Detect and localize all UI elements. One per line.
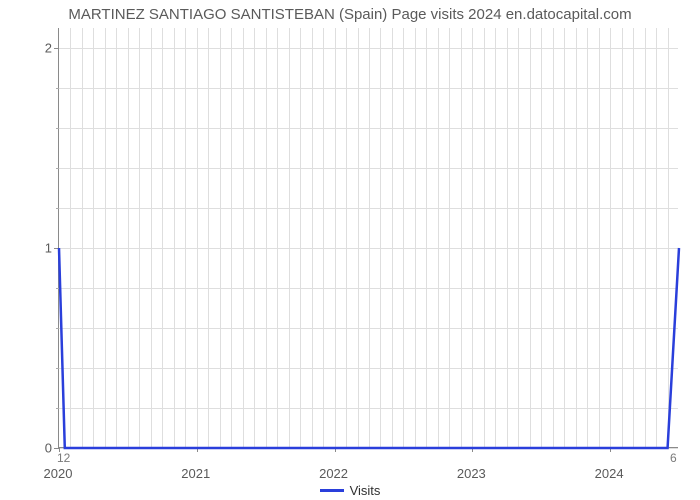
chart-container: MARTINEZ SANTIAGO SANTISTEBAN (Spain) Pa… bbox=[0, 0, 700, 500]
legend-swatch bbox=[320, 489, 344, 492]
xtick-label: 2020 bbox=[44, 466, 73, 481]
xtick-label: 2022 bbox=[319, 466, 348, 481]
plot-area bbox=[58, 28, 678, 448]
legend: Visits bbox=[0, 483, 700, 498]
xtick-label: 2024 bbox=[595, 466, 624, 481]
chart-title: MARTINEZ SANTIAGO SANTISTEBAN (Spain) Pa… bbox=[0, 6, 700, 23]
series-svg bbox=[59, 28, 678, 447]
xtick-label: 2023 bbox=[457, 466, 486, 481]
xtick-label: 2021 bbox=[181, 466, 210, 481]
visits-line bbox=[59, 248, 679, 448]
xtick-label-secondary: 6 bbox=[670, 451, 677, 465]
legend-label: Visits bbox=[350, 483, 381, 498]
ytick-label: 2 bbox=[45, 41, 52, 56]
xtick-label-secondary: 12 bbox=[57, 451, 70, 465]
ytick-label: 1 bbox=[45, 241, 52, 256]
ytick-label: 0 bbox=[45, 441, 52, 456]
